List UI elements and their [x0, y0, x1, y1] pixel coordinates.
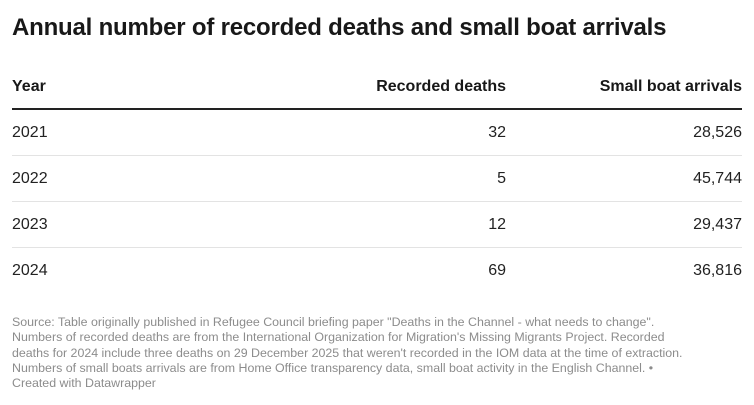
- table-row: 2021 32 28,526: [12, 110, 742, 156]
- cell-small-boat-arrivals: 29,437: [693, 215, 742, 233]
- cell-small-boat-arrivals: 45,744: [693, 169, 742, 187]
- column-header-small-boat-arrivals: Small boat arrivals: [599, 78, 742, 95]
- chart-title: Annual number of recorded deaths and sma…: [12, 14, 667, 41]
- cell-recorded-deaths: 12: [488, 215, 506, 233]
- footer-line: Created with Datawrapper: [12, 376, 156, 391]
- cell-year: 2021: [12, 123, 48, 141]
- table-header-row: Year Recorded deaths Small boat arrivals: [12, 66, 742, 110]
- cell-small-boat-arrivals: 36,816: [693, 261, 742, 279]
- data-table: Year Recorded deaths Small boat arrivals…: [12, 66, 742, 293]
- cell-year: 2023: [12, 215, 48, 233]
- column-header-year: Year: [12, 78, 46, 95]
- cell-recorded-deaths: 32: [488, 123, 506, 141]
- cell-year: 2022: [12, 169, 48, 187]
- cell-recorded-deaths: 5: [497, 169, 506, 187]
- footer-line: deaths for 2024 include three deaths on …: [12, 345, 683, 360]
- table-row: 2022 5 45,744: [12, 156, 742, 202]
- footer-line: Numbers of recorded deaths are from the …: [12, 330, 665, 345]
- footer-line: Numbers of small boats arrivals are from…: [12, 360, 654, 375]
- cell-recorded-deaths: 69: [488, 261, 506, 279]
- cell-small-boat-arrivals: 28,526: [693, 123, 742, 141]
- cell-year: 2024: [12, 261, 48, 279]
- table-row: 2023 12 29,437: [12, 202, 742, 248]
- table-row: 2024 69 36,816: [12, 248, 742, 293]
- column-header-recorded-deaths: Recorded deaths: [376, 78, 506, 95]
- chart-footer-notes: Source: Table originally published in Re…: [12, 315, 747, 391]
- footer-line: Source: Table originally published in Re…: [12, 315, 655, 329]
